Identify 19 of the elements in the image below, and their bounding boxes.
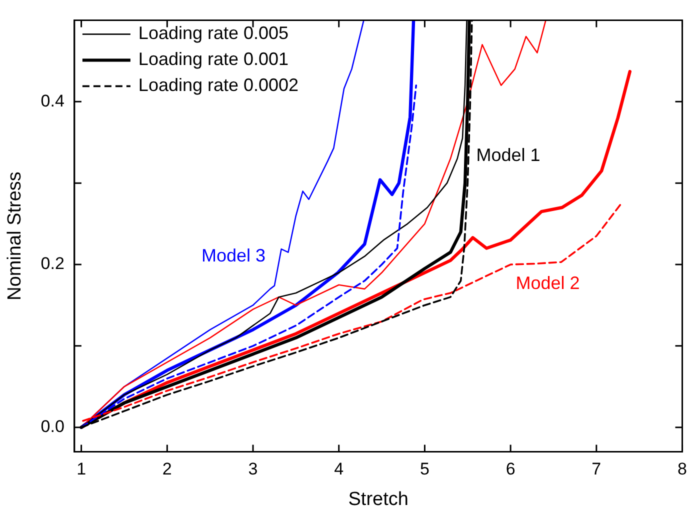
legend-label: Loading rate 0.0002 [138, 75, 299, 96]
x-tick-label: 4 [334, 460, 344, 479]
y-axis-title: Nominal Stress [4, 172, 26, 300]
x-tick-label: 7 [592, 460, 602, 479]
x-axis-title: Stretch [348, 488, 408, 510]
x-tick-label: 2 [162, 460, 172, 479]
y-tick-label: 0.0 [40, 417, 64, 436]
legend-label: Loading rate 0.001 [138, 49, 289, 70]
x-tick-label: 6 [506, 460, 516, 479]
x-tick-label: 5 [420, 460, 430, 479]
y-tick-label: 0.4 [40, 91, 64, 110]
legend-label: Loading rate 0.005 [138, 23, 289, 44]
y-tick-label: 0.2 [40, 254, 64, 274]
x-tick-label: 1 [76, 460, 86, 479]
annotation: Model 1 [476, 145, 540, 166]
x-tick-label: 3 [248, 460, 258, 479]
x-tick-label: 8 [678, 460, 688, 479]
annotation: Model 2 [516, 273, 580, 294]
annotation: Model 3 [201, 245, 266, 266]
